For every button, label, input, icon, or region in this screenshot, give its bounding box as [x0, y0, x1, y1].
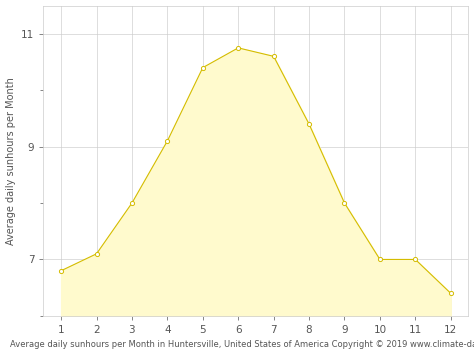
Y-axis label: Average daily sunhours per Month: Average daily sunhours per Month: [6, 77, 16, 245]
X-axis label: Average daily sunhours per Month in Huntersville, United States of America Copyr: Average daily sunhours per Month in Hunt…: [10, 340, 474, 349]
